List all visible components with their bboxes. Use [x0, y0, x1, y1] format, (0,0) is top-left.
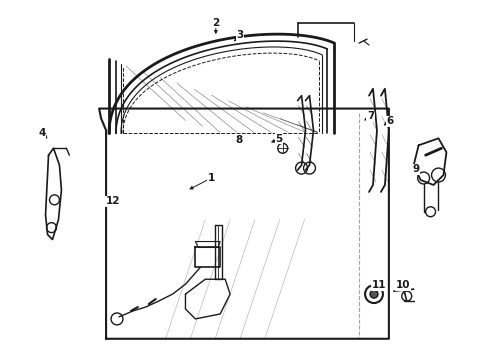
Text: 12: 12	[105, 197, 120, 206]
Text: 10: 10	[396, 280, 410, 291]
Text: 8: 8	[236, 135, 243, 145]
Text: 3: 3	[237, 30, 244, 40]
Text: 2: 2	[212, 18, 220, 28]
Text: 6: 6	[386, 116, 393, 126]
Text: 1: 1	[207, 173, 215, 183]
Text: 7: 7	[367, 111, 374, 121]
Text: 9: 9	[413, 164, 420, 174]
Text: 11: 11	[371, 280, 386, 291]
Text: 4: 4	[38, 128, 46, 138]
Circle shape	[370, 290, 378, 298]
Text: 5: 5	[275, 134, 283, 144]
